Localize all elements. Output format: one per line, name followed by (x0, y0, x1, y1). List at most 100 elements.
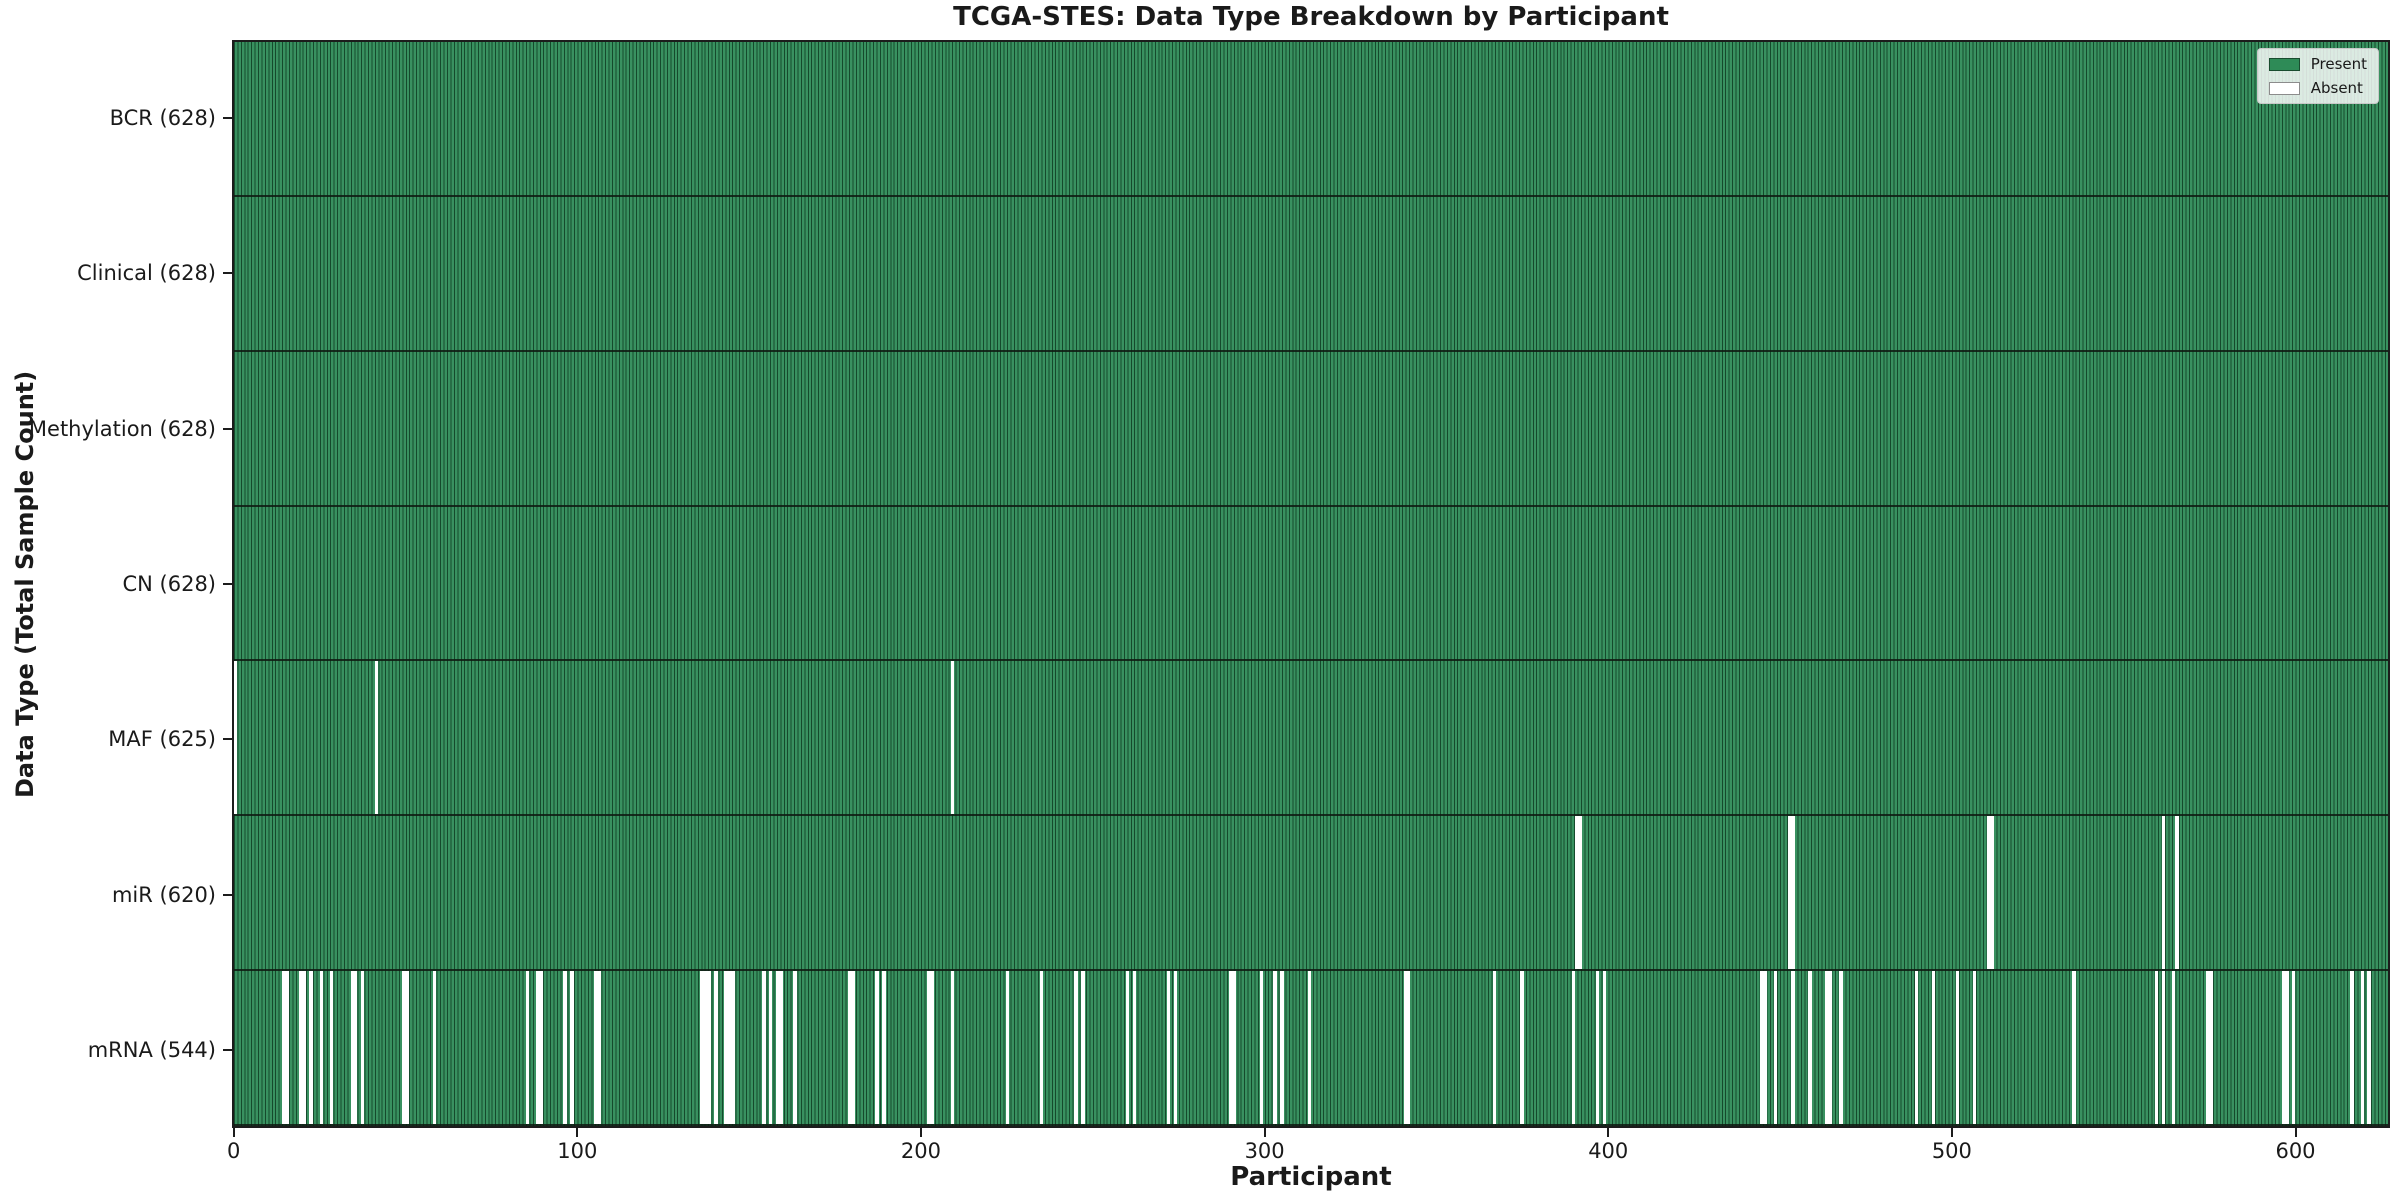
legend: Present Absent (2256, 48, 2379, 104)
absent-gap-mRNA-96 (563, 971, 567, 1125)
absent-gap-mRNA-158 (775, 971, 780, 1125)
absent-gap-mRNA-49 (402, 971, 406, 1125)
legend-entry-absent: Absent (2268, 80, 2367, 96)
absent-gap-miR-392 (1578, 816, 1582, 970)
absent-gap-mRNA-156 (769, 971, 773, 1125)
x-tick-mark-200 (919, 1128, 922, 1137)
absent-gap-mRNA-560 (2154, 971, 2159, 1125)
x-tick-mark-400 (1607, 1128, 1610, 1137)
y-tick-label-Clinical: Clinical (628) (77, 261, 216, 286)
absent-gap-mRNA-22 (309, 971, 313, 1125)
absent-gap-mRNA-144 (727, 971, 732, 1125)
absent-gap-mRNA-397 (1595, 971, 1600, 1125)
chart-title: TCGA-STES: Data Type Breakdown by Partic… (953, 2, 1669, 32)
legend-swatch-absent (2268, 81, 2300, 95)
y-tick-mark-miR (223, 893, 232, 896)
absent-gap-mRNA-88 (535, 971, 540, 1125)
legend-entry-present: Present (2268, 56, 2367, 72)
absent-gap-miR-454 (1791, 816, 1795, 970)
absent-gap-mRNA-137 (703, 971, 708, 1125)
absent-gap-mRNA-576 (2209, 971, 2214, 1125)
x-tick-label-200: 200 (900, 1139, 942, 1163)
absent-gap-mRNA-575 (2206, 971, 2210, 1125)
absent-gap-mRNA-303 (1273, 971, 1277, 1125)
y-tick-mark-MAF (223, 738, 232, 741)
absent-gap-mRNA-367 (1492, 971, 1497, 1125)
absent-gap-mRNA-260 (1125, 971, 1130, 1125)
absent-gap-mRNA-247 (1081, 971, 1085, 1125)
absent-gap-mRNA-20 (302, 971, 307, 1125)
x-tick-mark-0 (232, 1128, 235, 1137)
absent-gap-mRNA-15 (285, 971, 289, 1125)
absent-gap-mRNA-305 (1280, 971, 1284, 1125)
absent-gap-mRNA-154 (762, 971, 766, 1125)
x-tick-label-400: 400 (1588, 1139, 1629, 1163)
absent-gap-mRNA-34 (350, 971, 355, 1125)
legend-swatch-present (2268, 57, 2300, 71)
absent-gap-mRNA-342 (1407, 971, 1411, 1125)
y-tick-label-BCR: BCR (628) (109, 105, 216, 130)
absent-gap-mRNA-620 (2360, 971, 2364, 1125)
row-mRNA (234, 971, 2388, 1127)
absent-gap-mRNA-449 (1774, 971, 1778, 1125)
absent-gap-miR-566 (2175, 816, 2179, 970)
absent-gap-mRNA-562 (2161, 971, 2166, 1125)
absent-gap-mRNA-159 (779, 971, 783, 1125)
absent-gap-mRNA-468 (1839, 971, 1843, 1125)
absent-gap-mRNA-245 (1074, 971, 1078, 1125)
x-tick-label-600: 600 (2275, 1139, 2316, 1163)
absent-gap-mRNA-445 (1760, 971, 1764, 1125)
absent-gap-mRNA-179 (847, 971, 852, 1125)
absent-gap-mRNA-138 (707, 971, 711, 1125)
absent-gap-mRNA-105 (594, 971, 598, 1125)
absent-gap-mRNA-145 (731, 971, 735, 1125)
absent-gap-mRNA-25 (319, 971, 324, 1125)
y-tick-label-miR: miR (620) (111, 882, 216, 907)
absent-gap-mRNA-163 (793, 971, 797, 1125)
absent-gap-mRNA-565 (2171, 971, 2176, 1125)
row-Methylation (234, 351, 2388, 507)
absent-gap-mRNA-50 (405, 971, 409, 1125)
y-tick-mark-CN (223, 583, 232, 585)
x-tick-mark-100 (576, 1128, 579, 1137)
x-tick-mark-500 (1950, 1128, 1953, 1137)
row-CN (234, 506, 2388, 662)
absent-gap-mRNA-341 (1403, 971, 1408, 1125)
absent-gap-mRNA-35 (354, 971, 358, 1125)
y-tick-mark-Methylation (223, 427, 232, 430)
absent-gap-MAF-0 (234, 661, 238, 815)
absent-gap-mRNA-291 (1232, 971, 1236, 1125)
y-tick-mark-Clinical (223, 272, 232, 275)
row-miR (234, 816, 2388, 972)
absent-gap-mRNA-106 (597, 971, 601, 1125)
absent-gap-mRNA-502 (1955, 971, 1960, 1125)
absent-gap-mRNA-597 (2281, 971, 2286, 1125)
absent-gap-mRNA-274 (1173, 971, 1178, 1125)
absent-gap-mRNA-290 (1228, 971, 1233, 1125)
absent-gap-mRNA-399 (1602, 971, 1606, 1125)
absent-gap-mRNA-180 (851, 971, 855, 1125)
absent-gap-mRNA-465 (1828, 971, 1833, 1125)
absent-gap-mRNA-98 (570, 971, 574, 1125)
absent-gap-mRNA-459 (1808, 971, 1812, 1125)
absent-gap-mRNA-536 (2072, 971, 2076, 1125)
absent-gap-miR-512 (1990, 816, 1994, 970)
absent-gap-miR-391 (1575, 816, 1579, 970)
absent-gap-mRNA-490 (1914, 971, 1919, 1125)
absent-gap-mRNA-19 (299, 971, 303, 1125)
absent-gap-mRNA-202 (926, 971, 931, 1125)
x-tick-mark-600 (2294, 1128, 2297, 1137)
absent-gap-mRNA-446 (1763, 971, 1768, 1125)
absent-gap-mRNA-507 (1972, 971, 1977, 1125)
row-Clinical (234, 196, 2388, 352)
absent-gap-mRNA-143 (724, 971, 728, 1125)
absent-gap-mRNA-299 (1259, 971, 1263, 1125)
absent-gap-mRNA-225 (1005, 971, 1010, 1125)
absent-gap-mRNA-140 (714, 971, 718, 1125)
absent-gap-mRNA-313 (1307, 971, 1311, 1125)
absent-gap-mRNA-617 (2350, 971, 2354, 1125)
absent-gap-mRNA-600 (2291, 971, 2296, 1125)
absent-gap-MAF-209 (950, 661, 955, 815)
row-BCR (234, 42, 2388, 197)
y-tick-label-mRNA: mRNA (544) (87, 1038, 216, 1063)
